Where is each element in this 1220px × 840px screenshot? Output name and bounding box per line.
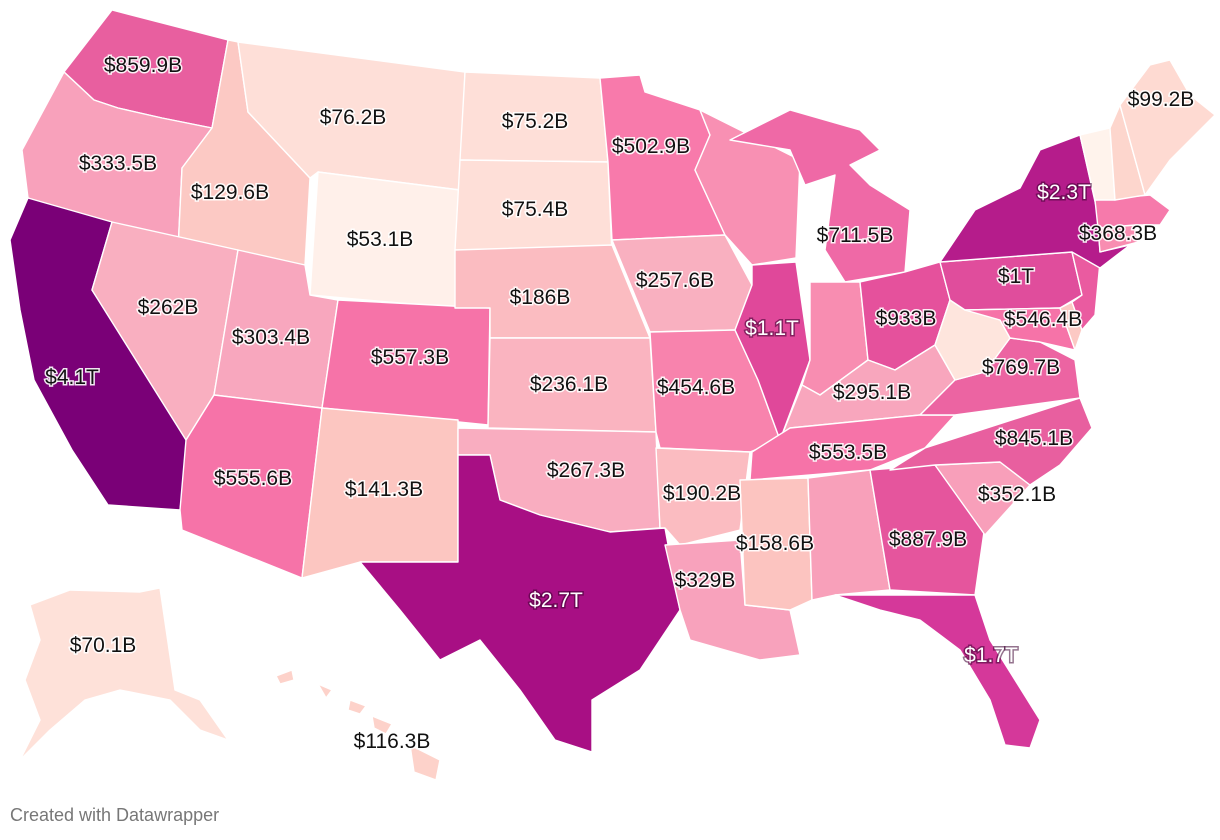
state-label-new-york: $2.3T bbox=[1037, 181, 1091, 204]
state-label-minnesota: $502.9B bbox=[612, 135, 690, 158]
state-label-arkansas: $190.2B bbox=[663, 482, 741, 505]
state-massachusetts[interactable] bbox=[1094, 194, 1171, 229]
state-label-south-dakota: $75.4B bbox=[502, 198, 569, 221]
state-hawaii[interactable] bbox=[275, 669, 441, 781]
state-north-carolina[interactable] bbox=[889, 397, 1093, 486]
state-label-tennessee: $553.5B bbox=[809, 441, 887, 464]
state-label-north-carolina: $845.1B bbox=[995, 427, 1073, 450]
state-label-hawaii: $116.3B bbox=[354, 730, 431, 753]
state-label-missouri: $454.6B bbox=[657, 376, 735, 399]
state-label-louisiana: $329B bbox=[675, 569, 736, 592]
state-label-michigan: $711.5B bbox=[817, 224, 894, 247]
state-label-nebraska: $186B bbox=[510, 286, 571, 309]
state-label-pennsylvania: $1T bbox=[998, 265, 1034, 288]
state-label-illinois: $1.1T bbox=[745, 317, 799, 340]
state-label-idaho: $129.6B bbox=[191, 181, 269, 204]
state-alabama[interactable] bbox=[807, 469, 891, 601]
state-label-maryland: $546.4B bbox=[1004, 308, 1082, 331]
state-label-virginia: $769.7B bbox=[982, 356, 1060, 379]
state-alaska[interactable] bbox=[19, 587, 229, 761]
state-label-massachusetts: $368.3B bbox=[1079, 222, 1157, 245]
state-maine[interactable] bbox=[1119, 59, 1216, 196]
state-label-maine: $99.2B bbox=[1128, 88, 1195, 111]
state-label-kentucky: $295.1B bbox=[833, 381, 911, 404]
state-label-new-mexico: $141.3B bbox=[345, 478, 423, 501]
state-label-mississippi: $158.6B bbox=[736, 532, 814, 555]
credit-line: Created with Datawrapper bbox=[10, 805, 220, 825]
state-label-montana: $76.2B bbox=[320, 106, 387, 129]
state-illinois[interactable] bbox=[734, 261, 811, 441]
state-label-ohio: $933B bbox=[876, 307, 937, 330]
state-tennessee[interactable] bbox=[749, 414, 956, 481]
state-label-iowa: $257.6B bbox=[636, 269, 714, 292]
state-label-kansas: $236.1B bbox=[530, 373, 608, 396]
us-choropleth-map: $859.9B $333.5B $4.1T $129.6B $262B $76.… bbox=[9, 9, 1216, 781]
state-label-south-carolina: $352.1B bbox=[978, 483, 1056, 506]
state-label-colorado: $557.3B bbox=[371, 346, 449, 369]
state-label-georgia: $887.9B bbox=[889, 528, 967, 551]
state-label-utah: $303.4B bbox=[232, 326, 310, 349]
state-florida[interactable] bbox=[834, 594, 1041, 749]
state-louisiana[interactable] bbox=[664, 539, 801, 661]
state-label-washington: $859.9B bbox=[104, 54, 182, 77]
state-label-arizona: $555.6B bbox=[214, 467, 292, 490]
state-michigan[interactable] bbox=[729, 109, 911, 283]
state-label-oregon: $333.5B bbox=[79, 152, 157, 175]
state-label-texas: $2.7T bbox=[529, 589, 583, 612]
state-label-north-dakota: $75.2B bbox=[502, 110, 569, 133]
state-mississippi[interactable] bbox=[739, 477, 813, 611]
state-value-labels: $859.9B $333.5B $4.1T $129.6B $262B $76.… bbox=[44, 53, 1196, 755]
state-label-wyoming: $53.1B bbox=[347, 228, 414, 251]
state-label-california: $4.1T bbox=[45, 366, 99, 389]
state-texas[interactable] bbox=[359, 454, 681, 753]
state-label-florida: $1.7T bbox=[964, 644, 1018, 667]
state-label-alaska: $70.1B bbox=[70, 634, 137, 657]
state-label-nevada: $262B bbox=[138, 296, 199, 319]
state-label-oklahoma: $267.3B bbox=[547, 459, 625, 482]
